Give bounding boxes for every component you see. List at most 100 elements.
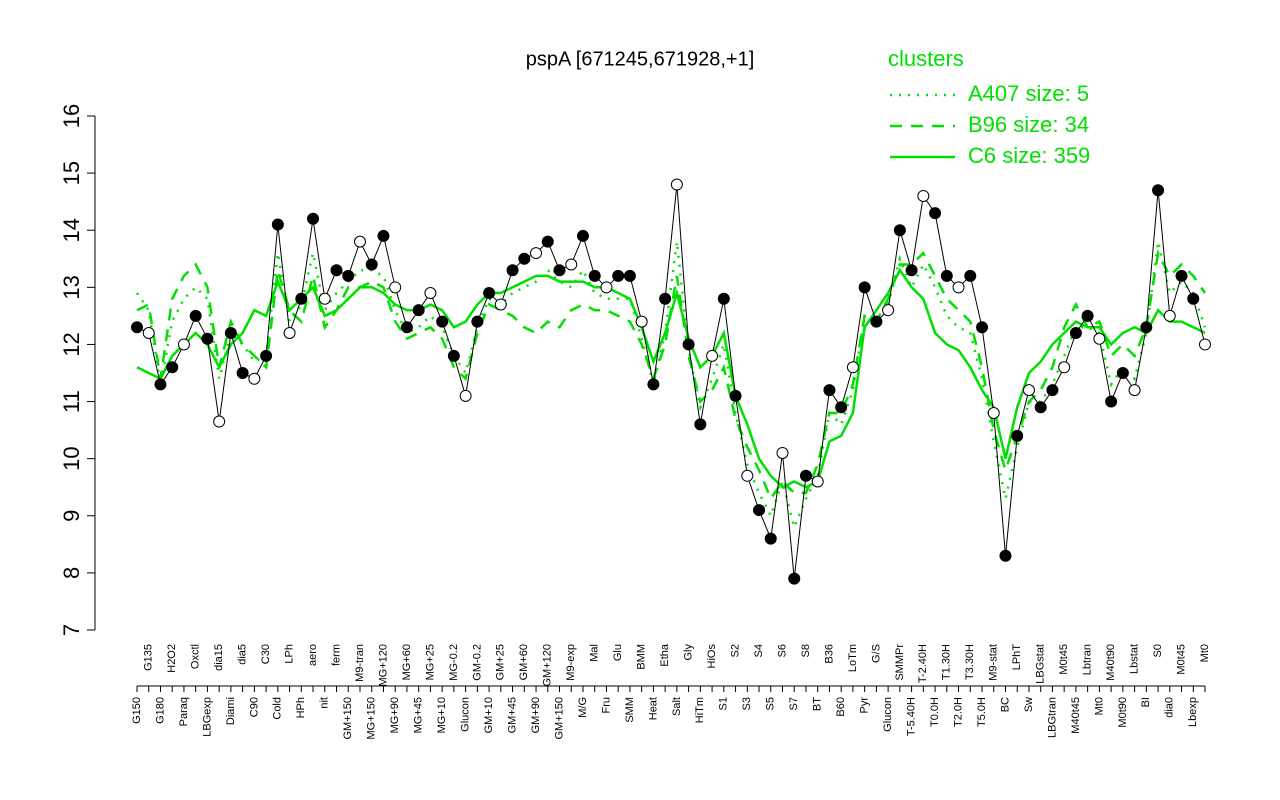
data-point [1199, 338, 1211, 351]
x-tick-label: LoTm [847, 644, 859, 672]
x-tick-label: SMMPr [894, 644, 906, 681]
data-point [1152, 184, 1165, 197]
data-point [929, 207, 942, 220]
y-tick-label: 12 [59, 332, 84, 356]
x-tick-label: dia5 [237, 644, 249, 665]
y-tick-label: 15 [59, 161, 84, 185]
data-point [600, 281, 613, 294]
data-point [1011, 429, 1024, 442]
data-point [612, 269, 625, 282]
x-tick-label: GM+150 [342, 697, 354, 740]
data-point [1140, 321, 1153, 334]
data-point [858, 281, 871, 294]
data-point [307, 212, 320, 225]
x-tick-label: C90 [248, 697, 260, 717]
data-point [166, 361, 179, 374]
data-point [1163, 309, 1176, 322]
data-point [154, 378, 167, 391]
x-tick-label: BMM [636, 644, 648, 670]
x-tick-label: GM+120 [542, 644, 554, 687]
x-tick-label: M0t90 [1117, 697, 1129, 728]
data-point [1187, 292, 1200, 305]
data-point [295, 292, 308, 305]
data-point [318, 292, 331, 305]
x-tick-label: T-2.40H [917, 644, 929, 683]
data-point [882, 304, 895, 317]
legend-title: clusters [888, 46, 964, 71]
x-tick-label: GM+45 [506, 697, 518, 733]
data-point [412, 304, 425, 317]
data-point [389, 281, 402, 294]
x-tick-label: LPh [283, 644, 295, 664]
data-point [799, 469, 812, 482]
x-tick-label: HiOs [706, 644, 718, 669]
y-tick-label: 13 [59, 275, 84, 299]
x-tick-label: T5.0H [976, 697, 988, 727]
y-tick-label: 10 [59, 446, 84, 470]
x-tick-label: Gly [683, 644, 695, 661]
x-tick-label: Mal [589, 644, 601, 662]
x-tick-label: Paraq [178, 697, 190, 726]
x-tick-label: G180 [154, 697, 166, 724]
x-tick-label: Mt0 [1093, 697, 1105, 715]
data-point [905, 264, 918, 277]
x-tick-label: GM+90 [530, 697, 542, 733]
y-tick-label: 14 [59, 218, 84, 242]
x-tick-label: T3.30H [964, 644, 976, 680]
data-point [236, 367, 249, 379]
data-point [835, 401, 848, 414]
x-tick-label: LPhT [1011, 644, 1023, 671]
x-tick-label: S5 [765, 697, 777, 710]
data-point [224, 327, 237, 340]
x-tick-label: S7 [788, 697, 800, 710]
x-tick-label: M0t45 [1058, 644, 1070, 675]
data-point [271, 218, 284, 231]
x-tick-label: S4 [753, 644, 765, 657]
x-tick-label: G135 [143, 644, 155, 671]
x-tick-label: MG+25 [424, 644, 436, 680]
x-tick-label: GM+60 [518, 644, 530, 680]
data-point [518, 252, 531, 265]
cluster-line [135, 241, 1207, 532]
data-point [541, 235, 554, 248]
cluster-line [136, 267, 1206, 489]
y-tick-label: 7 [59, 624, 84, 636]
x-tick-label: Diami [225, 697, 237, 725]
data-point [365, 258, 378, 271]
x-tick-label: Salt [671, 697, 683, 716]
x-tick-label: S3 [741, 697, 753, 710]
x-tick-label: M0t45 [1175, 644, 1187, 675]
data-point [553, 264, 566, 277]
data-point [741, 469, 754, 482]
data-point [635, 315, 648, 328]
data-point [647, 378, 660, 391]
x-tick-label: T1.30H [941, 644, 953, 680]
x-tick-label: SMM [624, 697, 636, 723]
x-tick-label: dia0 [1164, 697, 1176, 718]
x-tick-label: S2 [729, 644, 741, 657]
data-point [248, 372, 261, 385]
x-tick-label: C30 [260, 644, 272, 664]
data-point [823, 384, 836, 397]
data-point [494, 298, 507, 311]
legend-label: B96 size: 34 [968, 112, 1089, 137]
data-point [400, 321, 413, 334]
x-tick-label: S0 [1152, 644, 1164, 657]
x-tick-label: Lbstat [1128, 644, 1140, 674]
data-point [682, 338, 695, 351]
data-point [964, 269, 977, 282]
data-point [846, 361, 859, 374]
x-tick-label: Oxctl [190, 644, 202, 669]
x-tick-label: BT [812, 697, 824, 711]
x-tick-label: Cold [272, 697, 284, 720]
data-point [940, 269, 953, 282]
legend-label: A407 size: 5 [968, 81, 1089, 106]
data-point [999, 549, 1012, 562]
data-point [623, 269, 636, 282]
data-point [131, 321, 143, 334]
data-point [952, 281, 965, 294]
x-tick-label: T-5.40H [905, 697, 917, 736]
y-tick-label: 11 [59, 390, 84, 413]
data-point [893, 224, 906, 237]
data-point [1128, 384, 1141, 397]
